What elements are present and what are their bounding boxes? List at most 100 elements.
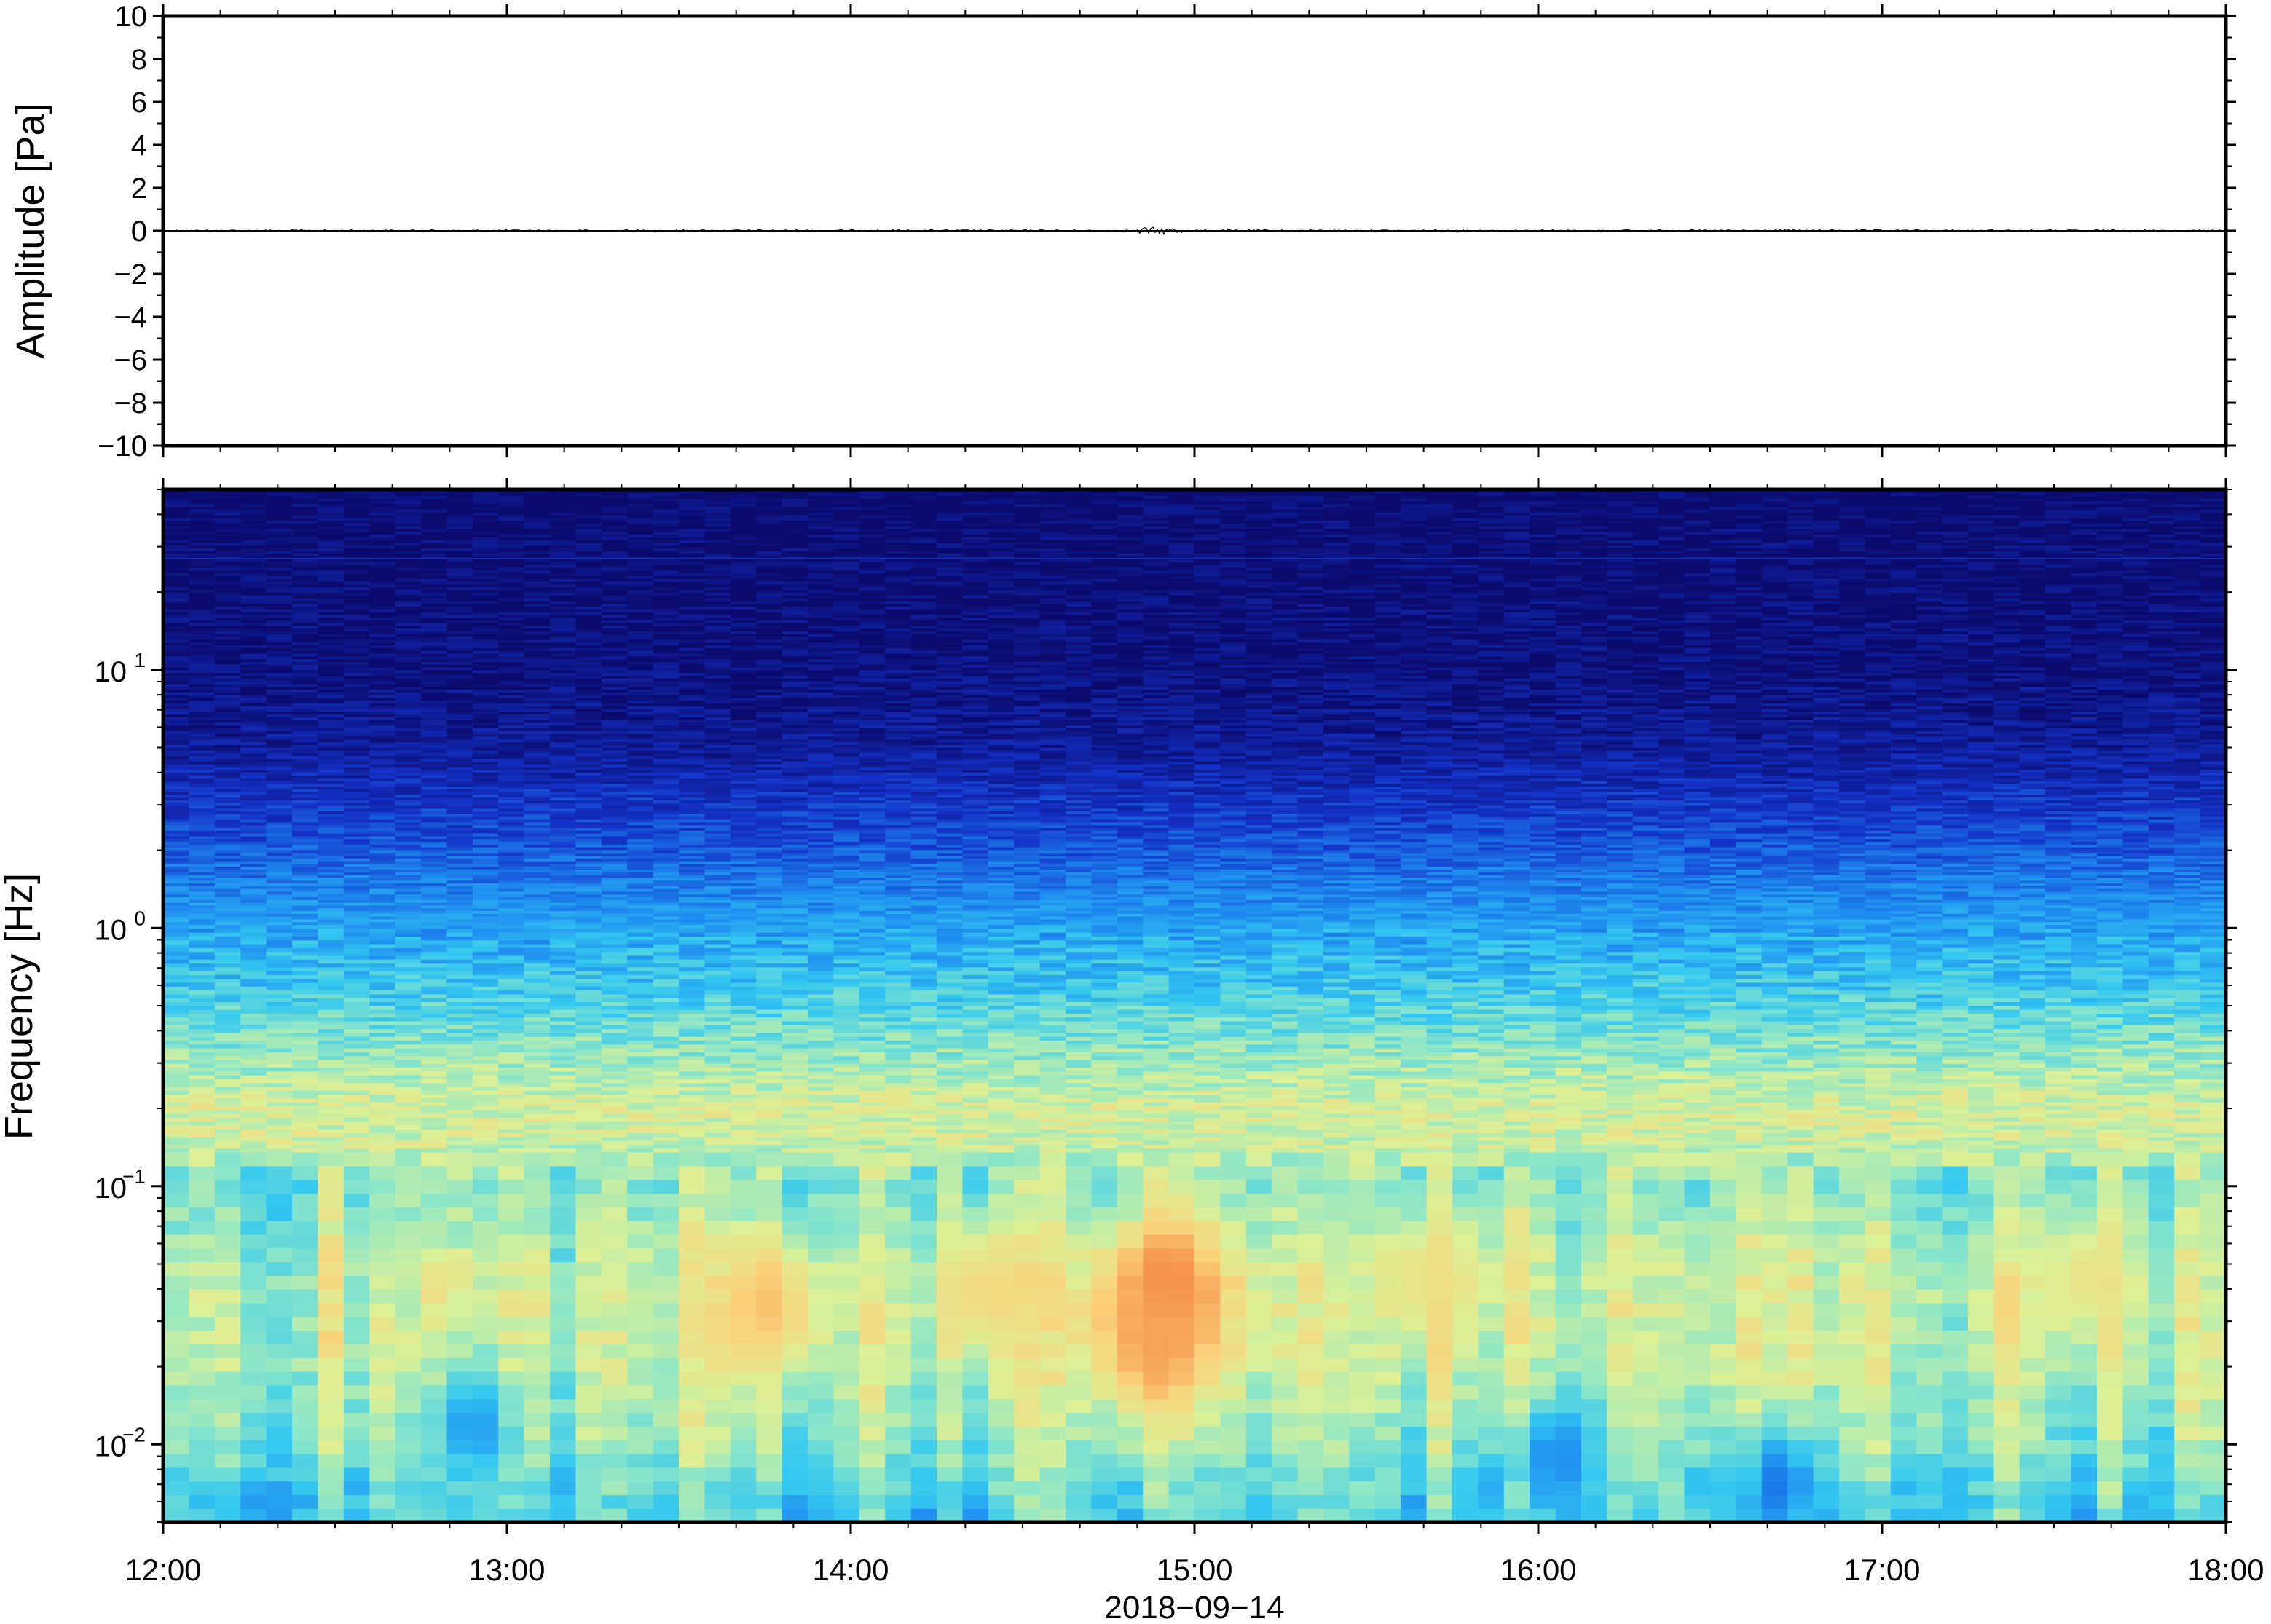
- spectrogram-cell: [240, 849, 267, 854]
- spectrogram-cell: [163, 1151, 189, 1167]
- spectrogram-cell: [498, 858, 525, 862]
- spectrogram-cell: [446, 1129, 473, 1134]
- spectrogram-cell: [627, 706, 654, 709]
- spectrogram-cell: [524, 523, 551, 527]
- spectrogram-cell: [189, 789, 216, 792]
- spectrogram-cell: [214, 1117, 241, 1122]
- spectrogram-cell: [550, 506, 576, 510]
- spectrogram-cell: [266, 894, 293, 898]
- spectrogram-cell: [163, 534, 189, 537]
- spectrogram-cell: [189, 1132, 216, 1138]
- spectrogram-cell: [575, 655, 602, 660]
- spectrogram-cell: [189, 904, 216, 909]
- spectrogram-cell: [446, 1136, 473, 1141]
- spectrogram-cell: [550, 1094, 576, 1099]
- spectrogram-cell: [395, 1467, 422, 1482]
- spectrogram-cell: [446, 609, 473, 612]
- spectrogram-cell: [395, 891, 422, 895]
- spectrogram-cell: [627, 797, 654, 800]
- spectrogram-cell: [550, 575, 576, 579]
- spectrogram-cell: [550, 603, 576, 607]
- spectrogram-cell: [240, 803, 267, 806]
- spectrogram-cell: [627, 653, 654, 657]
- spectrogram-cell: [266, 963, 293, 968]
- spectrogram-cell: [318, 578, 345, 582]
- spectrogram-cell: [318, 830, 345, 834]
- spectrogram-cell: [653, 1344, 680, 1358]
- spectrogram-cell: [601, 517, 628, 521]
- spectrogram-cell: [214, 1148, 241, 1153]
- spectrogram-cell: [498, 540, 525, 543]
- spectrogram-cell: [189, 545, 216, 549]
- spectrogram-cell: [240, 844, 267, 848]
- spectrogram-cell: [498, 1105, 525, 1111]
- spectrogram-cell: [653, 1481, 680, 1495]
- spectrogram-cell: [601, 928, 628, 933]
- spectrogram-cell: [369, 600, 396, 604]
- spectrogram-cell: [550, 1124, 576, 1130]
- spectrogram-cell: [240, 990, 267, 995]
- spectrogram-cell: [627, 537, 654, 540]
- spectrogram-cell: [524, 797, 551, 800]
- spectrogram-cell: [369, 1020, 396, 1025]
- spectrogram-cell: [214, 1316, 241, 1331]
- spectrogram-cell: [318, 896, 345, 900]
- spectrogram-cell: [163, 797, 189, 800]
- spectrogram-cell: [318, 758, 345, 762]
- spectrogram-cell: [601, 617, 628, 620]
- spectrogram-cell: [395, 852, 422, 856]
- spectrogram-cell: [240, 520, 267, 524]
- spectrogram-cell: [472, 1097, 499, 1103]
- spectrogram-cell: [472, 959, 499, 964]
- spectrogram-cell: [369, 966, 396, 971]
- spectrogram-cell: [498, 1234, 525, 1249]
- spectrogram-cell: [550, 703, 576, 706]
- spectrogram-cell: [163, 512, 189, 516]
- spectrogram-cell: [653, 1113, 680, 1118]
- spectrogram-cell: [395, 678, 422, 682]
- spectrogram-cell: [240, 714, 267, 717]
- spectrogram-cell: [343, 824, 370, 829]
- spectrogram-cell: [627, 816, 654, 820]
- spectrogram-cell: [163, 1009, 189, 1014]
- spectrogram-cell: [627, 966, 654, 971]
- spectrogram-cell: [472, 736, 499, 740]
- spectrogram-cell: [163, 642, 189, 646]
- spectrogram-cell: [627, 1121, 654, 1126]
- spectrogram-cell: [163, 855, 189, 859]
- spectrogram-cell: [163, 1102, 189, 1107]
- spectrogram-cell: [266, 575, 293, 579]
- spectrogram-cell: [601, 861, 628, 864]
- spectrogram-cell: [189, 1344, 216, 1358]
- spectrogram-cell: [318, 514, 345, 519]
- spectrogram-cell: [524, 609, 551, 612]
- spectrogram-cell: [369, 503, 396, 508]
- spectrogram-cell: [240, 1357, 267, 1372]
- spectrogram-cell: [369, 800, 396, 803]
- spectrogram-cell: [421, 907, 447, 912]
- spectrogram-cell: [343, 548, 370, 551]
- spectrogram-cell: [446, 534, 473, 537]
- spectrogram-cell: [446, 947, 473, 953]
- spectrogram-cell: [575, 1109, 602, 1114]
- spectrogram-cell: [653, 1009, 680, 1014]
- spectrogram-cell: [318, 1082, 345, 1087]
- spectrogram-cell: [550, 534, 576, 537]
- spectrogram-cell: [189, 761, 216, 765]
- spectrogram-cell: [653, 553, 680, 557]
- spectrogram-cell: [627, 1086, 654, 1091]
- spectrogram-cell: [421, 936, 447, 941]
- spectrogram-cell: [421, 703, 447, 706]
- spectrogram-cell: [601, 1193, 628, 1207]
- spectrogram-cell: [446, 1020, 473, 1025]
- spectrogram-cell: [318, 542, 345, 546]
- spectrogram-cell: [575, 1136, 602, 1141]
- spectrogram-cell: [266, 1140, 293, 1145]
- spectrogram-cell: [369, 583, 396, 588]
- spectrogram-cell: [395, 1132, 422, 1138]
- spectrogram-cell: [343, 1144, 370, 1149]
- spectrogram-cell: [163, 1059, 189, 1064]
- spectrogram-cell: [653, 875, 680, 878]
- spectrogram-cell: [627, 564, 654, 568]
- spectrogram-cell: [318, 697, 345, 701]
